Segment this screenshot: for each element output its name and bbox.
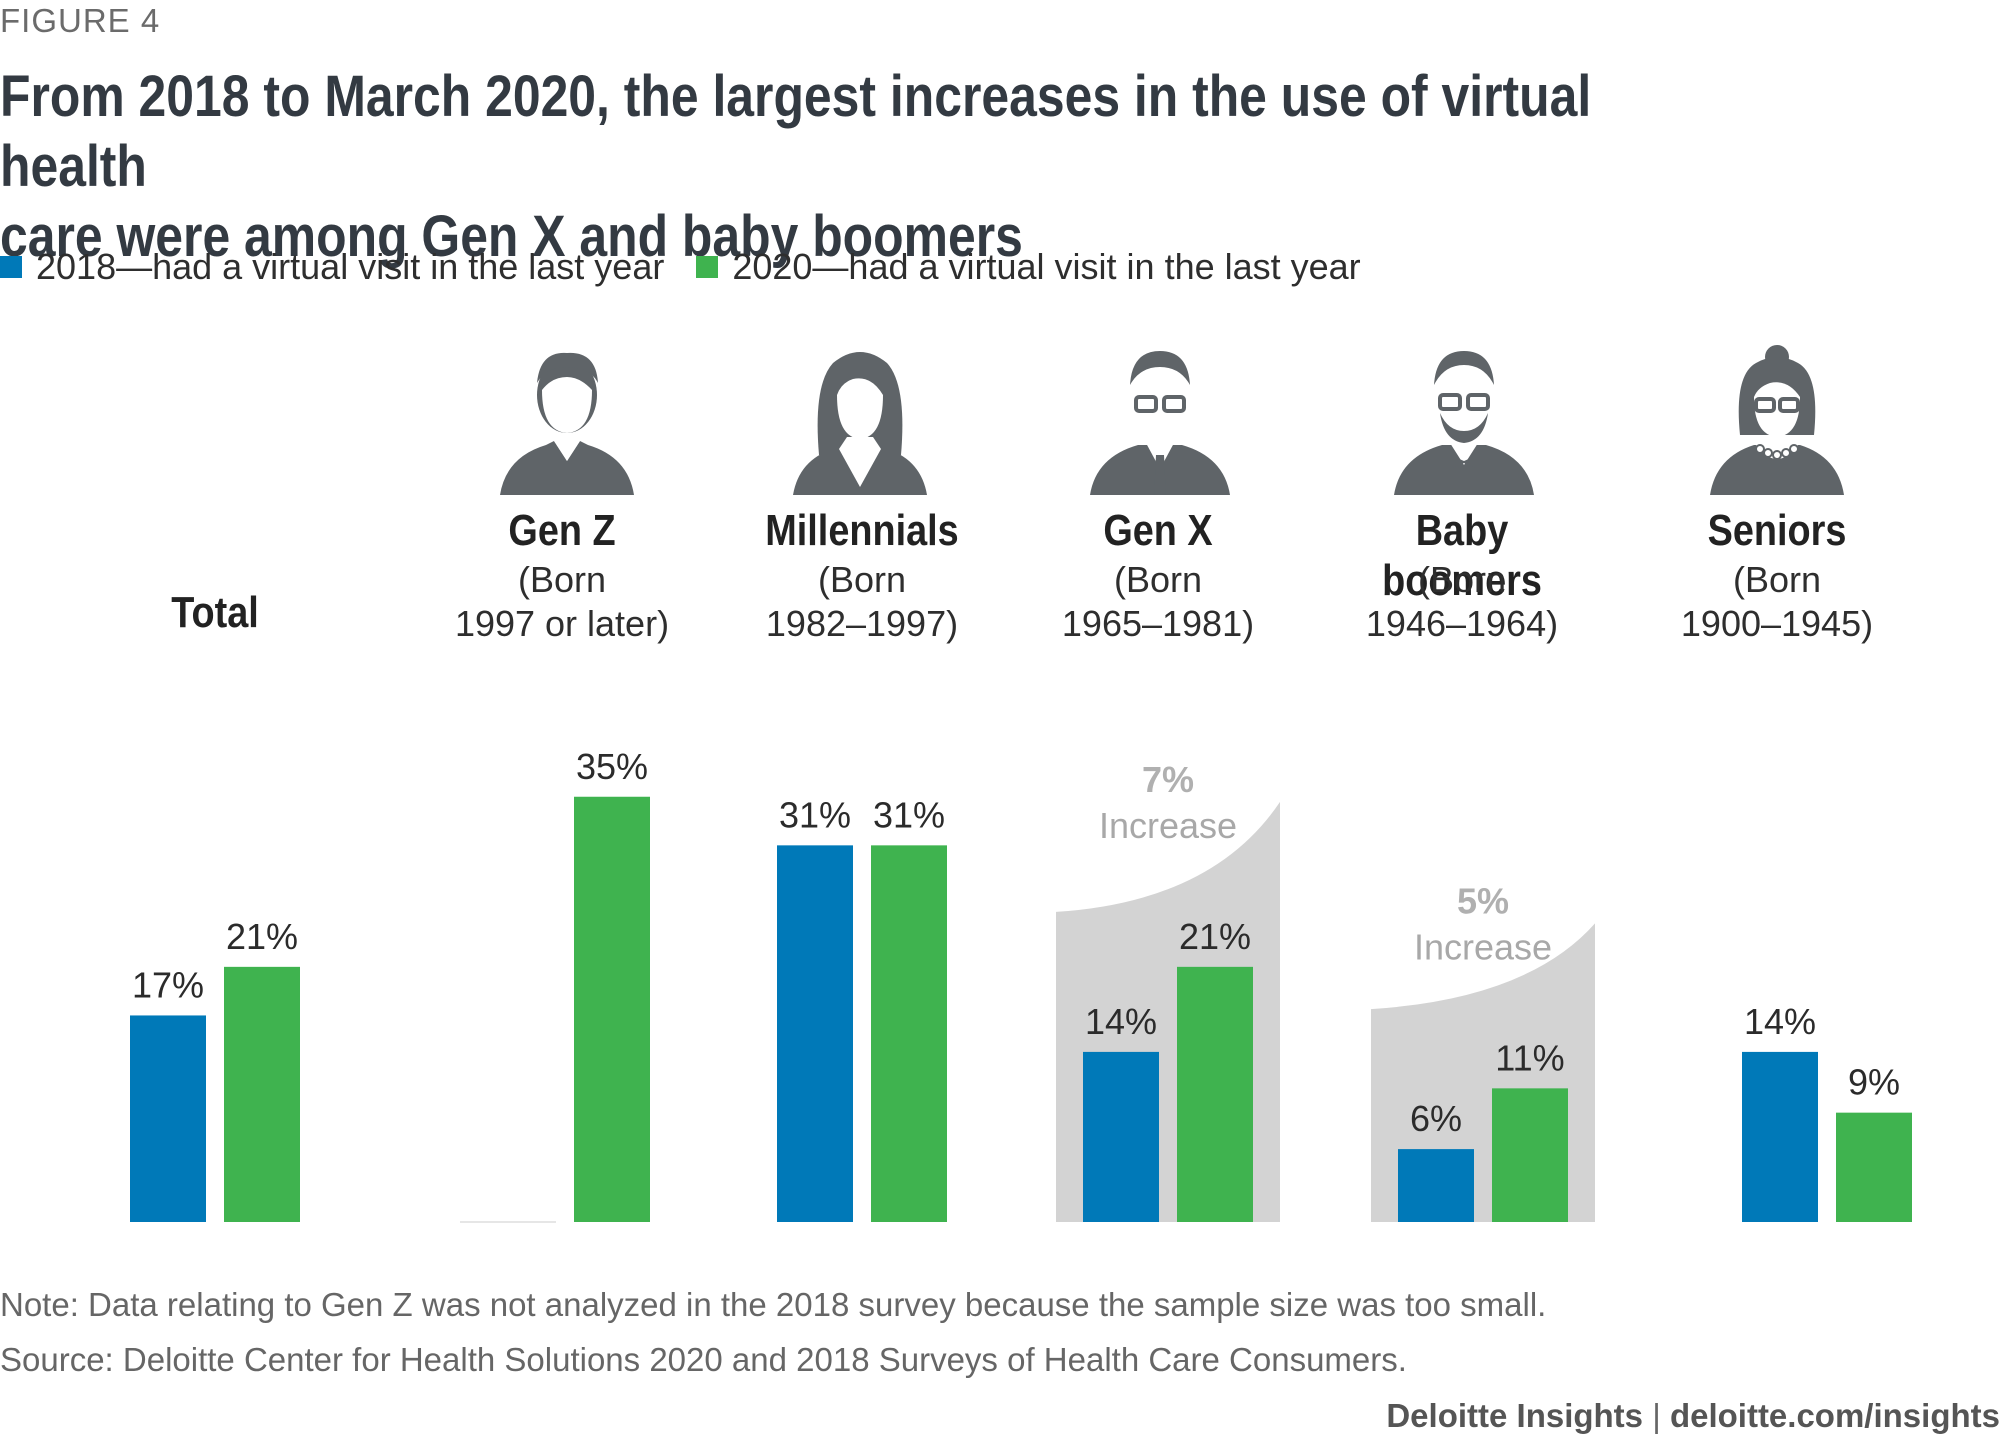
- legend-item-2020: 2020—had a virtual visit in the last yea…: [696, 246, 1361, 288]
- group-name-gen-x: Gen X: [1103, 506, 1213, 555]
- chart-source: Source: Deloitte Center for Health Solut…: [0, 1341, 1407, 1378]
- legend-label-2018: 2018—had a virtual visit in the last yea…: [36, 246, 665, 287]
- data-label-millennials-2018: 31%: [779, 794, 851, 835]
- data-label-baby-boomers-2020: 11%: [1495, 1037, 1564, 1078]
- group-born-millennials: (Born 1982–1997): [712, 558, 1012, 646]
- group-born-gen-z-line-2: 1997 or later): [454, 603, 670, 644]
- data-label-seniors-2018: 14%: [1744, 1001, 1816, 1042]
- bar-baby-boomers-2018: [1398, 1149, 1474, 1222]
- data-label-millennials-2020: 31%: [873, 794, 945, 835]
- bar-seniors-2020: [1836, 1112, 1912, 1222]
- footer-url[interactable]: deloitte.com/insights: [1669, 1397, 2000, 1434]
- data-label-seniors-2020: 9%: [1848, 1062, 1900, 1103]
- group-born-millennials-line-2: 1982–1997): [765, 603, 959, 644]
- increase-value-gen-x: 7%: [1142, 759, 1194, 800]
- group-born-seniors-line-2: 1900–1945): [1680, 603, 1874, 644]
- data-label-gen-x-2018: 14%: [1085, 1001, 1157, 1042]
- bearded-man-bowtie-avatar-icon: [1394, 351, 1534, 495]
- legend-swatch-2018: [0, 256, 22, 278]
- group-name-total: Total: [171, 588, 259, 637]
- chart-note: Note: Data relating to Gen Z was not ana…: [0, 1286, 1547, 1323]
- group-name-millennials: Millennials: [765, 506, 959, 555]
- bar-millennials-2020: [871, 845, 947, 1222]
- group-born-seniors-line-1: (Born: [1732, 559, 1822, 600]
- legend: 2018—had a virtual visit in the last yea…: [0, 246, 1393, 288]
- legend-item-2018: 2018—had a virtual visit in the last yea…: [0, 246, 664, 288]
- bar-total-2020: [224, 966, 300, 1222]
- increase-label-baby-boomers: Increase: [1414, 926, 1552, 967]
- bar-gen-z-2020: [574, 796, 650, 1222]
- group-born-gen-z: (Born 1997 or later): [412, 558, 712, 646]
- group-born-gen-z-line-1: (Born: [517, 559, 607, 600]
- group-born-gen-x-line-2: 1965–1981): [1061, 603, 1255, 644]
- woman-avatar-icon: [793, 352, 927, 495]
- footer-brand: Deloitte Insights: [1386, 1397, 1644, 1434]
- chart-title: From 2018 to March 2020, the largest inc…: [0, 62, 1634, 272]
- man-glasses-tie-avatar-icon: [1090, 351, 1230, 495]
- bar-total-2018: [130, 1015, 206, 1222]
- data-label-gen-z-2020: 35%: [576, 746, 648, 787]
- footer-credit: Deloitte Insights | deloitte.com/insight…: [1386, 1397, 2000, 1435]
- group-born-seniors: (Born 1900–1945): [1627, 558, 1927, 646]
- bar-baby-boomers-2020: [1492, 1088, 1568, 1222]
- legend-label-2020: 2020—had a virtual visit in the last yea…: [732, 246, 1361, 287]
- group-born-gen-x-line-1: (Born: [1113, 559, 1203, 600]
- group-born-baby-boomers: (Born 1946–1964): [1312, 558, 1612, 646]
- bar-gen-x-2018: [1083, 1051, 1159, 1222]
- chart-title-line-1: From 2018 to March 2020, the largest inc…: [0, 64, 1592, 199]
- increase-label-gen-x: Increase: [1099, 805, 1237, 846]
- group-name-baby-boomers: Baby boomers: [1382, 506, 1542, 605]
- man-avatar-icon: [500, 352, 634, 495]
- group-born-millennials-line-1: (Born: [817, 559, 907, 600]
- group-name-gen-z: Gen Z: [508, 506, 616, 555]
- group-born-baby-boomers-line-2: 1946–1964): [1365, 603, 1559, 644]
- data-label-total-2020: 21%: [226, 916, 298, 957]
- woman-glasses-necklace-avatar-icon: [1710, 345, 1844, 495]
- group-name-seniors: Seniors: [1707, 506, 1847, 555]
- legend-swatch-2020: [696, 256, 719, 278]
- bar-seniors-2018: [1742, 1051, 1818, 1222]
- bar-gen-x-2020: [1177, 966, 1253, 1222]
- bar-millennials-2018: [777, 845, 853, 1222]
- data-label-gen-x-2020: 21%: [1179, 916, 1251, 957]
- group-born-gen-x: (Born 1965–1981): [1008, 558, 1308, 646]
- footer-separator: |: [1643, 1397, 1670, 1434]
- group-born-baby-boomers-line-1: (Born: [1417, 559, 1507, 600]
- figure-label: FIGURE 4: [0, 2, 161, 39]
- data-label-baby-boomers-2018: 6%: [1410, 1098, 1462, 1139]
- increase-value-baby-boomers: 5%: [1457, 880, 1509, 921]
- data-label-total-2018: 17%: [132, 964, 204, 1005]
- chart-title-line-2: care were among Gen X and baby boomers: [0, 204, 1023, 269]
